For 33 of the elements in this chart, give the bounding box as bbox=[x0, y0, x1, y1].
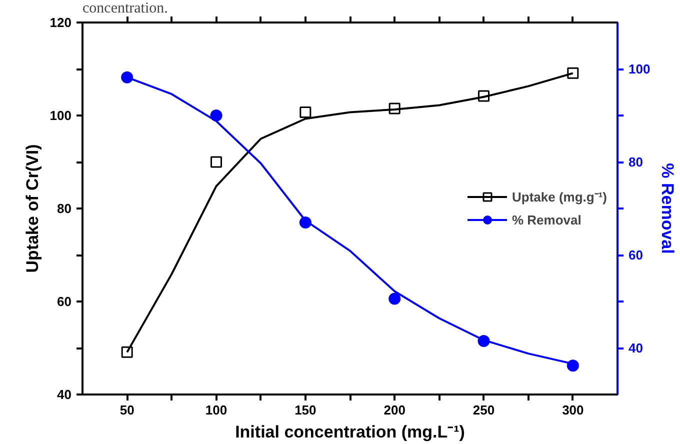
point bbox=[388, 292, 401, 305]
x-tick-label: 200 bbox=[384, 402, 406, 418]
y-tick-label: 40 bbox=[57, 387, 72, 402]
y2-tick-label: 80 bbox=[628, 154, 643, 170]
x-tick-label: 250 bbox=[472, 402, 495, 418]
point bbox=[121, 346, 133, 358]
y-tick-label: 100 bbox=[50, 108, 72, 123]
point bbox=[210, 110, 222, 122]
y-tick-label: 60 bbox=[57, 294, 72, 309]
legend-label: Uptake (mg.g⁻¹) bbox=[512, 188, 607, 206]
point bbox=[567, 67, 579, 79]
point bbox=[388, 102, 400, 114]
y2-tick-label: 40 bbox=[628, 340, 643, 356]
x-axis-title: Initial concentration (mg.L⁻¹) bbox=[235, 422, 465, 442]
point bbox=[478, 90, 490, 102]
x-tick-label: 300 bbox=[562, 402, 584, 418]
point bbox=[299, 216, 312, 228]
y-tick-label: 80 bbox=[57, 201, 72, 216]
y2-axis-title: % Removal bbox=[658, 163, 678, 254]
x-tick-label: 150 bbox=[294, 402, 316, 418]
y2-tick-label: 60 bbox=[628, 248, 643, 262]
point bbox=[566, 360, 579, 372]
x-tick-label: 100 bbox=[205, 402, 228, 418]
point bbox=[300, 106, 312, 118]
y-axis-title: Uptake of Cr(VI) bbox=[22, 144, 42, 273]
point bbox=[121, 71, 134, 84]
point bbox=[210, 156, 222, 168]
point bbox=[478, 335, 490, 348]
text: concentration. bbox=[82, 0, 168, 16]
x-tick-label: 50 bbox=[120, 402, 134, 418]
y2-tick-label: 100 bbox=[628, 62, 650, 76]
y-tick-label: 120 bbox=[50, 15, 72, 30]
legend-label: % Removal bbox=[512, 212, 582, 227]
